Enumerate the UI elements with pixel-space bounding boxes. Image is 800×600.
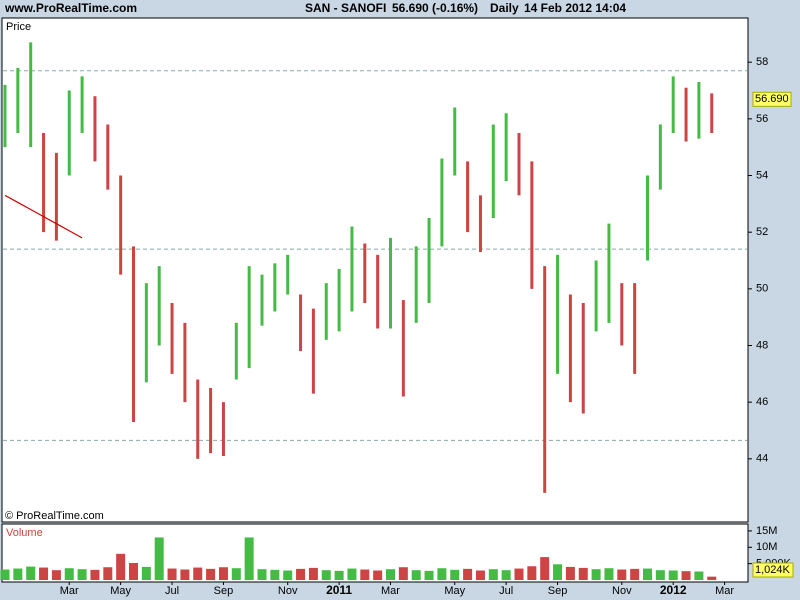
volume-bar: [450, 569, 460, 580]
volume-bar: [411, 570, 421, 580]
x-tick-label: 2011: [326, 583, 352, 597]
y-tick-label: 46: [756, 396, 768, 408]
x-tick-label: Mar: [60, 585, 79, 597]
volume-bar: [257, 569, 267, 580]
volume-bar: [321, 570, 331, 580]
volume-bar: [475, 570, 485, 580]
volume-bar: [553, 564, 563, 580]
date: 14 Feb 2012 14:04: [524, 1, 626, 15]
symbol: SAN - SANOFI: [305, 1, 386, 15]
last-volume-label: 1,024K: [755, 564, 791, 576]
volume-bar: [578, 567, 588, 580]
y-tick-label: 48: [756, 339, 768, 351]
volume-bar: [386, 569, 395, 580]
y-tick-label: 10M: [756, 541, 777, 553]
y-tick-label: 54: [756, 169, 768, 181]
volume-bar: [527, 566, 537, 580]
volume-bar: [231, 568, 241, 580]
copyright: © ProRealTime.com: [5, 510, 104, 522]
volume-bar: [206, 568, 216, 580]
x-tick-label: Nov: [612, 585, 632, 597]
volume-bar: [398, 567, 408, 580]
volume-bar: [694, 571, 704, 580]
y-tick-label: 50: [756, 283, 768, 295]
volume-bar: [77, 569, 87, 580]
y-tick-label: 56: [756, 113, 768, 125]
price-title: Price: [6, 21, 31, 33]
x-tick-label: May: [444, 585, 465, 597]
volume-bar: [668, 570, 678, 580]
volume-bar: [360, 569, 370, 580]
y-tick-label: 15M: [756, 525, 777, 537]
volume-bar: [617, 569, 627, 580]
period: Daily: [490, 1, 519, 15]
volume-bar: [103, 567, 113, 580]
volume-bar: [154, 537, 164, 580]
y-tick-label: 44: [756, 453, 768, 465]
last-price-box: [752, 91, 792, 107]
volume-bar: [643, 568, 652, 580]
x-tick-label: 2012: [660, 583, 687, 597]
volume-bar: [218, 567, 228, 580]
x-tick-label: Mar: [381, 585, 400, 597]
volume-bar: [270, 569, 280, 580]
volume-bar: [681, 571, 691, 580]
volume-bar: [424, 570, 434, 580]
volume-bar: [373, 570, 383, 580]
volume-bar: [39, 567, 49, 580]
volume-bar: [488, 569, 498, 580]
y-tick-label: 52: [756, 226, 768, 238]
x-tick-label: Sep: [214, 585, 234, 597]
x-tick-label: Mar: [715, 585, 734, 597]
volume-bar: [334, 570, 344, 580]
volume-bar: [244, 537, 254, 580]
volume-bar: [129, 562, 138, 580]
volume-bar: [591, 569, 601, 580]
volume-bar: [193, 567, 203, 580]
volume-bar: [180, 569, 190, 580]
volume-bar: [514, 568, 524, 580]
x-tick-label: Jul: [499, 585, 513, 597]
volume-bar: [13, 568, 23, 580]
volume-bar: [630, 568, 640, 580]
volume-bar: [141, 566, 151, 580]
volume-bar: [707, 576, 717, 580]
last-price-label: 56.690: [755, 93, 789, 105]
volume-bar: [90, 569, 100, 580]
volume-bar: [347, 568, 357, 580]
x-tick-label: Sep: [548, 585, 568, 597]
x-tick-label: Nov: [278, 585, 298, 597]
trendline: [4, 194, 83, 239]
volume-bar: [655, 570, 665, 580]
volume-bar: [437, 568, 447, 580]
volume-bar: [308, 567, 318, 580]
volume-bar: [64, 568, 74, 580]
volume-bar: [565, 566, 575, 580]
volume-bar: [283, 570, 293, 580]
y-tick-label: 58: [756, 56, 768, 68]
volume-bar: [0, 569, 10, 580]
site: www.ProRealTime.com: [4, 1, 137, 15]
volume-title: Volume: [6, 527, 43, 539]
volume-bar: [501, 570, 511, 580]
volume-bar: [463, 568, 473, 580]
volume-bar: [540, 557, 550, 580]
price-panel: [1, 17, 749, 523]
volume-bar: [167, 568, 177, 580]
x-tick-label: May: [110, 585, 131, 597]
volume-bar: [26, 566, 36, 580]
volume-bar: [604, 568, 614, 580]
volume-bar: [51, 570, 61, 580]
last-volume-box: [752, 562, 794, 578]
x-tick-label: Jul: [165, 585, 179, 597]
quote: 56.690 (-0.16%): [392, 1, 478, 15]
volume-bar: [296, 568, 306, 580]
volume-bar: [116, 553, 126, 580]
